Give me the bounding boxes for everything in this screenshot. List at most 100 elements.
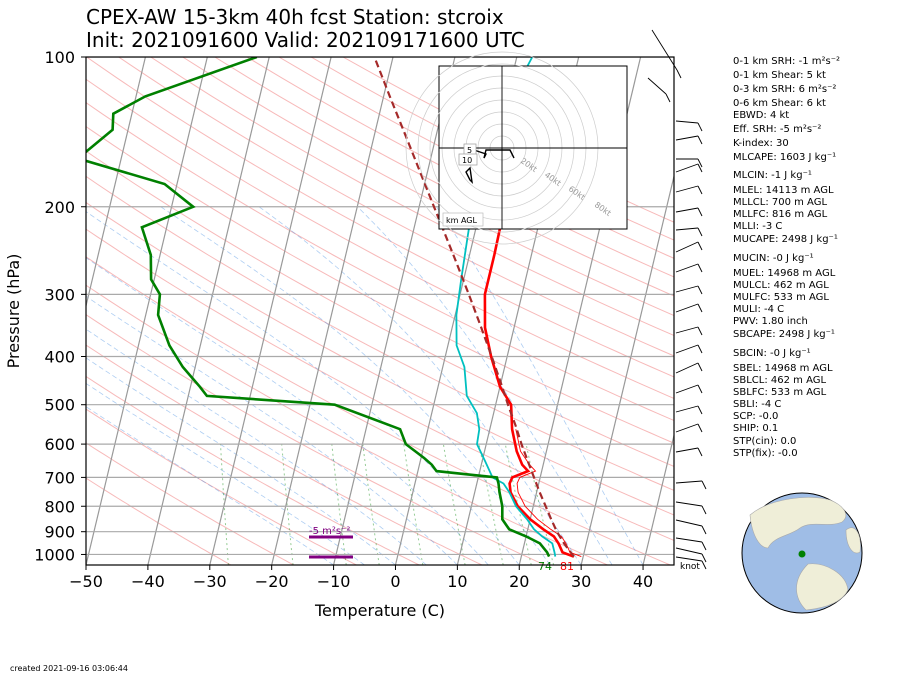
- isotherm: [209, 57, 332, 565]
- x-axis-label: Temperature (C): [314, 601, 445, 620]
- wind-barb-feather: [697, 423, 703, 433]
- stat-srh-0-1: 0-1 km SRH: -1 m²s⁻²: [733, 56, 840, 67]
- stat-k-index: K-index: 30: [733, 138, 789, 149]
- stat-mucin: MUCIN: -0 J kg⁻¹: [733, 253, 814, 264]
- wind-barb: [675, 362, 699, 374]
- background-lines: [86, 57, 674, 565]
- y-tick-label: 100: [44, 48, 75, 67]
- stat-stp-fix: STP(fix): -0.0: [733, 448, 798, 459]
- wind-barb-feather: [697, 185, 703, 195]
- wind-barb: [675, 135, 699, 141]
- y-tick-label: 200: [44, 198, 75, 217]
- wind-barb-feather: [676, 69, 682, 79]
- y-tick-label: 1000: [34, 545, 75, 564]
- y-tick-label: 600: [44, 435, 75, 454]
- mixing-ratio-line: [525, 443, 555, 565]
- wind-barb: [675, 285, 699, 293]
- dry-adiabat: [86, 78, 674, 399]
- isotherm: [580, 173, 674, 565]
- dry-adiabat: [86, 408, 357, 565]
- dry-adiabat: [86, 442, 294, 565]
- x-tick-label: 40: [633, 572, 653, 591]
- moist-adiabat: [86, 328, 427, 565]
- wind-barbs: knot: [647, 29, 707, 572]
- surface-temperature-label: 81: [560, 560, 574, 573]
- moist-adiabat: [258, 206, 582, 565]
- mixing-ratio-line: [478, 444, 504, 565]
- wind-barb-feather: [697, 241, 703, 251]
- stat-sbel: SBEL: 14968 m AGL: [733, 363, 833, 374]
- stat-sblfc: SBLFC: 533 m AGL: [733, 387, 827, 398]
- wind-barb: [675, 556, 703, 562]
- wind-barb: [675, 163, 699, 173]
- stat-scp: SCP: -0.0: [733, 411, 779, 422]
- isotherm: [147, 57, 270, 565]
- wind-barb-feather: [701, 480, 707, 490]
- srh-label: -5 m²s⁻²: [309, 526, 350, 537]
- wind-barb-feather: [697, 135, 703, 145]
- barb-units-label: knot: [680, 562, 700, 572]
- wind-barb: [675, 480, 703, 484]
- wind-barb-feather: [697, 227, 703, 237]
- dry-adiabat: [118, 57, 674, 357]
- hodograph-height-box: [458, 153, 478, 166]
- isotherm: [332, 57, 456, 565]
- mixing-ratio-line: [362, 444, 380, 565]
- hodograph-trace-mid: [473, 149, 515, 159]
- wind-barb-feather: [701, 525, 707, 535]
- moist-adiabat: [86, 295, 458, 565]
- stat-ship: SHIP: 0.1: [733, 423, 779, 434]
- axis-ticks: −50 −40 −30 −20 −10 0 10 20 30 40 100 200 300 400 500 6…: [34, 48, 653, 591]
- stat-eff-srh: Eff. SRH: -5 m²s⁻²: [733, 124, 822, 135]
- x-tick-label: −50: [69, 572, 103, 591]
- stat-mlli: MLLI: -3 C: [733, 221, 783, 232]
- mixing-ratio-line: [331, 444, 347, 565]
- wind-barb-feather: [697, 158, 703, 168]
- wind-barb-feather: [665, 93, 671, 103]
- wind-barb: [675, 227, 699, 231]
- surface-dewpoint-label: 74: [538, 560, 552, 573]
- stat-sbcape: SBCAPE: 2498 J kg⁻¹: [733, 329, 835, 340]
- mixing-ratio-line: [403, 444, 424, 565]
- y-axis-label: Pressure (hPa): [4, 254, 23, 369]
- wind-barb-feather: [697, 163, 703, 173]
- mixing-ratio-line: [442, 444, 466, 565]
- moist-adiabat: [436, 206, 644, 565]
- mixing-ratio-line: [220, 444, 229, 565]
- wind-barb-feather: [697, 405, 703, 415]
- wind-barb: [675, 405, 699, 413]
- stat-mlcin: MLCIN: -1 J kg⁻¹: [733, 170, 812, 181]
- dry-adiabat: [246, 57, 674, 278]
- hodograph-height-label: 5: [467, 146, 472, 155]
- wind-barb: [675, 501, 703, 507]
- hodograph-legend-box: [442, 212, 484, 227]
- station-marker: [798, 550, 806, 558]
- y-tick-label: 700: [44, 468, 75, 487]
- globe-south-america: [796, 563, 849, 611]
- x-tick-label: −30: [193, 572, 227, 591]
- parcel-path: [373, 57, 575, 558]
- temperature-profile: [483, 144, 575, 558]
- x-tick-label: 10: [447, 572, 467, 591]
- x-tick-label: 0: [390, 572, 400, 591]
- y-tick-label: 400: [44, 348, 75, 367]
- stat-sbcin: SBCIN: -0 J kg⁻¹: [733, 348, 811, 359]
- wind-barb: [675, 241, 699, 253]
- stat-mllfc: MLLFC: 816 m AGL: [733, 209, 828, 220]
- dry-adiabat: [86, 175, 674, 491]
- stat-mulfc: MULFC: 533 m AGL: [733, 292, 829, 303]
- stat-shear-0-1: 0-1 km Shear: 5 kt: [733, 70, 826, 81]
- y-tick-label: 900: [44, 523, 75, 542]
- isotherm: [271, 57, 394, 565]
- dry-adiabat: [86, 57, 674, 378]
- wind-barb-feather: [697, 326, 703, 336]
- dewpoint-profile: [86, 57, 551, 558]
- x-tick-label: −20: [255, 572, 289, 591]
- dry-adiabat: [86, 375, 420, 565]
- wind-barb-feather: [697, 447, 703, 457]
- wind-barb: [675, 447, 699, 453]
- stat-muli: MULI: -4 C: [733, 304, 785, 315]
- wind-barb-feather: [697, 122, 703, 132]
- wind-barb: [675, 423, 699, 433]
